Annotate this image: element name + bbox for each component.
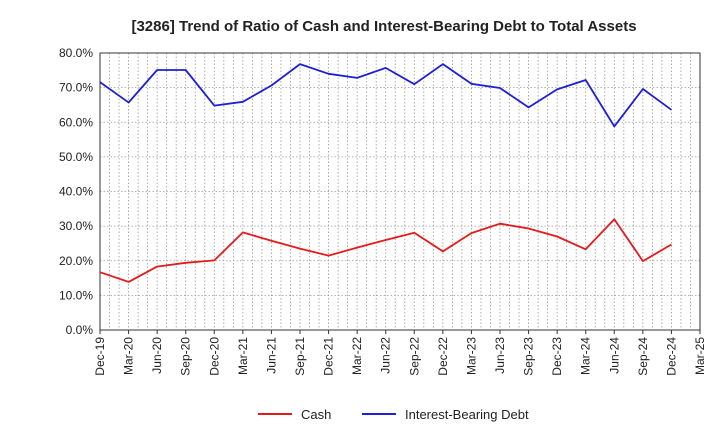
- x-tick-label: Mar-24: [579, 337, 593, 375]
- x-tick-label: Jun-20: [150, 337, 164, 374]
- x-tick-label: Sep-22: [407, 337, 421, 376]
- plot-area: 0.0% 10.0% 20.0% 30.0% 40.0% 50.0% 60.0% 70.0% 8…: [59, 46, 707, 376]
- y-tick-label: 30.0%: [59, 219, 93, 233]
- series-line-interest-bearing-debt: [99, 63, 672, 128]
- x-tick-label: Mar-23: [464, 337, 478, 375]
- x-tick-label: Sep-21: [293, 337, 307, 376]
- legend-label-debt: Interest-Bearing Debt: [405, 407, 529, 422]
- series-line-cash: [99, 218, 672, 283]
- y-tick-label: 10.0%: [59, 288, 93, 302]
- x-tick-label: Dec-20: [207, 337, 221, 376]
- x-tick-label: Jun-22: [379, 337, 393, 374]
- chart-title: [3286] Trend of Ratio of Cash and Intere…: [131, 18, 636, 35]
- x-tick-label: Mar-20: [122, 337, 136, 375]
- y-tick-label: 80.0%: [59, 46, 93, 60]
- x-tick-label: Jun-23: [493, 337, 507, 374]
- x-tick-label: Sep-24: [636, 337, 650, 376]
- x-tick-label: Mar-21: [236, 337, 250, 375]
- x-tick-label: Jun-21: [264, 337, 278, 374]
- x-tick-label: Dec-19: [93, 337, 107, 376]
- x-tick-label: Sep-20: [179, 337, 193, 376]
- y-tick-label: 20.0%: [59, 254, 93, 268]
- y-tick-label: 50.0%: [59, 150, 93, 164]
- y-tick-label: 60.0%: [59, 115, 93, 129]
- x-tick-label: Sep-23: [522, 337, 536, 376]
- x-tick-label: Jun-24: [607, 337, 621, 374]
- x-tick-label: Dec-21: [322, 337, 336, 376]
- legend-label-cash: Cash: [301, 407, 331, 422]
- y-tick-label: 70.0%: [59, 81, 93, 95]
- x-tick-label: Dec-22: [436, 337, 450, 376]
- plot-frame: [99, 52, 701, 331]
- y-tick-label: 0.0%: [66, 323, 94, 337]
- x-tick-label: Mar-25: [693, 337, 707, 375]
- x-tick-label: Mar-22: [350, 337, 364, 375]
- x-tick-label: Dec-23: [550, 337, 564, 376]
- x-tick-label: Dec-24: [664, 337, 678, 376]
- y-tick-label: 40.0%: [59, 185, 93, 199]
- legend: Cash Interest-Bearing Debt: [258, 407, 529, 422]
